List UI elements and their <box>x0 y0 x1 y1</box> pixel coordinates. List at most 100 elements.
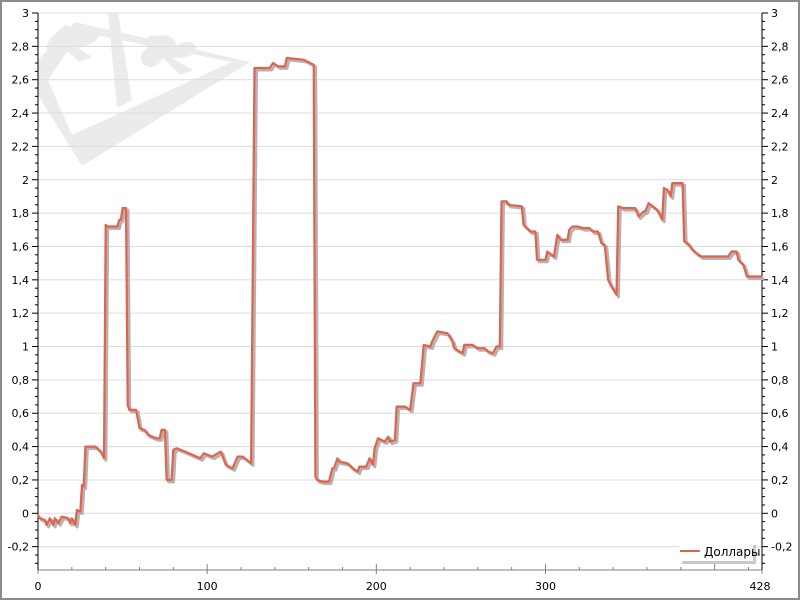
legend-label: Доллары <box>704 545 761 559</box>
data-point <box>328 481 330 483</box>
data-point <box>336 457 339 459</box>
data-point <box>409 409 411 411</box>
y-tick-label-left: 1,2 <box>12 307 30 320</box>
data-point <box>700 255 702 258</box>
y-tick-label-left: 1,4 <box>12 274 30 287</box>
data-point <box>670 195 672 198</box>
y-tick-label-right: 1,6 <box>771 240 789 253</box>
data-point <box>321 481 323 483</box>
data-point <box>135 409 137 411</box>
watermark-logo <box>38 13 250 166</box>
data-point <box>529 230 531 233</box>
data-point <box>106 225 108 228</box>
data-point <box>155 437 158 439</box>
data-point <box>94 445 97 448</box>
data-point <box>377 437 379 439</box>
data-point <box>500 200 503 203</box>
x-tick-label: 0 <box>35 580 42 593</box>
data-point <box>79 511 81 513</box>
data-point <box>272 62 274 64</box>
y-tick-label-right: 1,8 <box>771 207 789 220</box>
data-point <box>67 517 70 519</box>
data-point <box>412 382 415 384</box>
data-point <box>683 240 685 243</box>
data-point <box>49 517 51 519</box>
data-point <box>663 187 665 189</box>
data-point <box>429 345 432 348</box>
y-tick-label-left: 0,6 <box>12 407 30 420</box>
y-tick-label-right: 1,2 <box>771 307 789 320</box>
data-point <box>165 479 168 481</box>
data-point <box>357 471 359 473</box>
series-points <box>37 57 763 526</box>
club-icon <box>140 35 197 75</box>
y-tick-label-left: 0,2 <box>12 474 30 487</box>
data-point <box>737 259 739 261</box>
y-tick-label-right: 1 <box>771 341 778 354</box>
data-point <box>121 207 124 209</box>
data-point <box>352 467 354 469</box>
y-tick-label-left: 2,4 <box>12 107 30 120</box>
data-point <box>125 207 127 209</box>
data-point <box>453 347 455 349</box>
data-point <box>302 59 305 61</box>
data-point <box>661 219 663 221</box>
data-point <box>71 517 73 519</box>
data-point <box>269 67 271 69</box>
data-point <box>536 259 538 261</box>
data-point <box>242 455 244 458</box>
x-axis: 0 100 200 300 428 <box>35 564 771 593</box>
data-point <box>534 230 536 233</box>
data-point <box>436 330 438 333</box>
data-point <box>277 65 279 67</box>
data-point <box>69 522 71 524</box>
data-point <box>597 230 599 233</box>
y-tick-label-left: 1,8 <box>12 207 30 220</box>
data-point <box>642 210 645 213</box>
data-point <box>446 332 448 334</box>
data-point <box>610 285 613 288</box>
data-point <box>184 450 186 453</box>
data-point <box>617 205 619 208</box>
data-point <box>39 517 41 519</box>
data-point <box>730 250 733 253</box>
data-point <box>225 464 227 466</box>
data-point <box>690 247 692 249</box>
data-point <box>394 439 396 441</box>
data-point <box>396 405 398 408</box>
y-tick-label-right: 0 <box>771 507 778 520</box>
data-point <box>461 352 464 354</box>
axes <box>37 13 763 571</box>
data-point <box>492 352 494 354</box>
data-point <box>374 447 376 449</box>
data-point <box>666 189 668 191</box>
data-point <box>736 250 738 253</box>
y-tick-label-left: 2,2 <box>12 140 30 153</box>
data-point <box>120 219 122 221</box>
data-point <box>316 479 318 481</box>
data-point <box>384 440 386 443</box>
x-tick-label: 300 <box>535 580 556 593</box>
data-point <box>44 519 46 521</box>
data-point <box>199 457 201 459</box>
data-point <box>81 484 83 486</box>
data-point <box>250 462 252 464</box>
y-tick-label-right: 2 <box>771 174 778 187</box>
y-tick-label-left: 1 <box>22 341 29 354</box>
data-point <box>507 204 509 206</box>
data-point <box>314 476 317 478</box>
data-point <box>582 227 584 229</box>
y-tick-label-left: 2,8 <box>12 40 30 53</box>
y-tick-label-left: 1,6 <box>12 240 30 253</box>
data-point <box>143 429 146 431</box>
gridlines <box>38 12 762 548</box>
data-point <box>147 434 149 436</box>
y-tick-label-right: 2,6 <box>771 74 789 87</box>
data-point <box>45 524 48 526</box>
data-point <box>686 242 689 244</box>
y-tick-label-right: 2,4 <box>771 107 789 120</box>
data-point <box>644 210 646 213</box>
y-tick-label-left: 0,4 <box>12 441 30 454</box>
data-point <box>160 429 163 431</box>
data-point <box>727 255 729 258</box>
